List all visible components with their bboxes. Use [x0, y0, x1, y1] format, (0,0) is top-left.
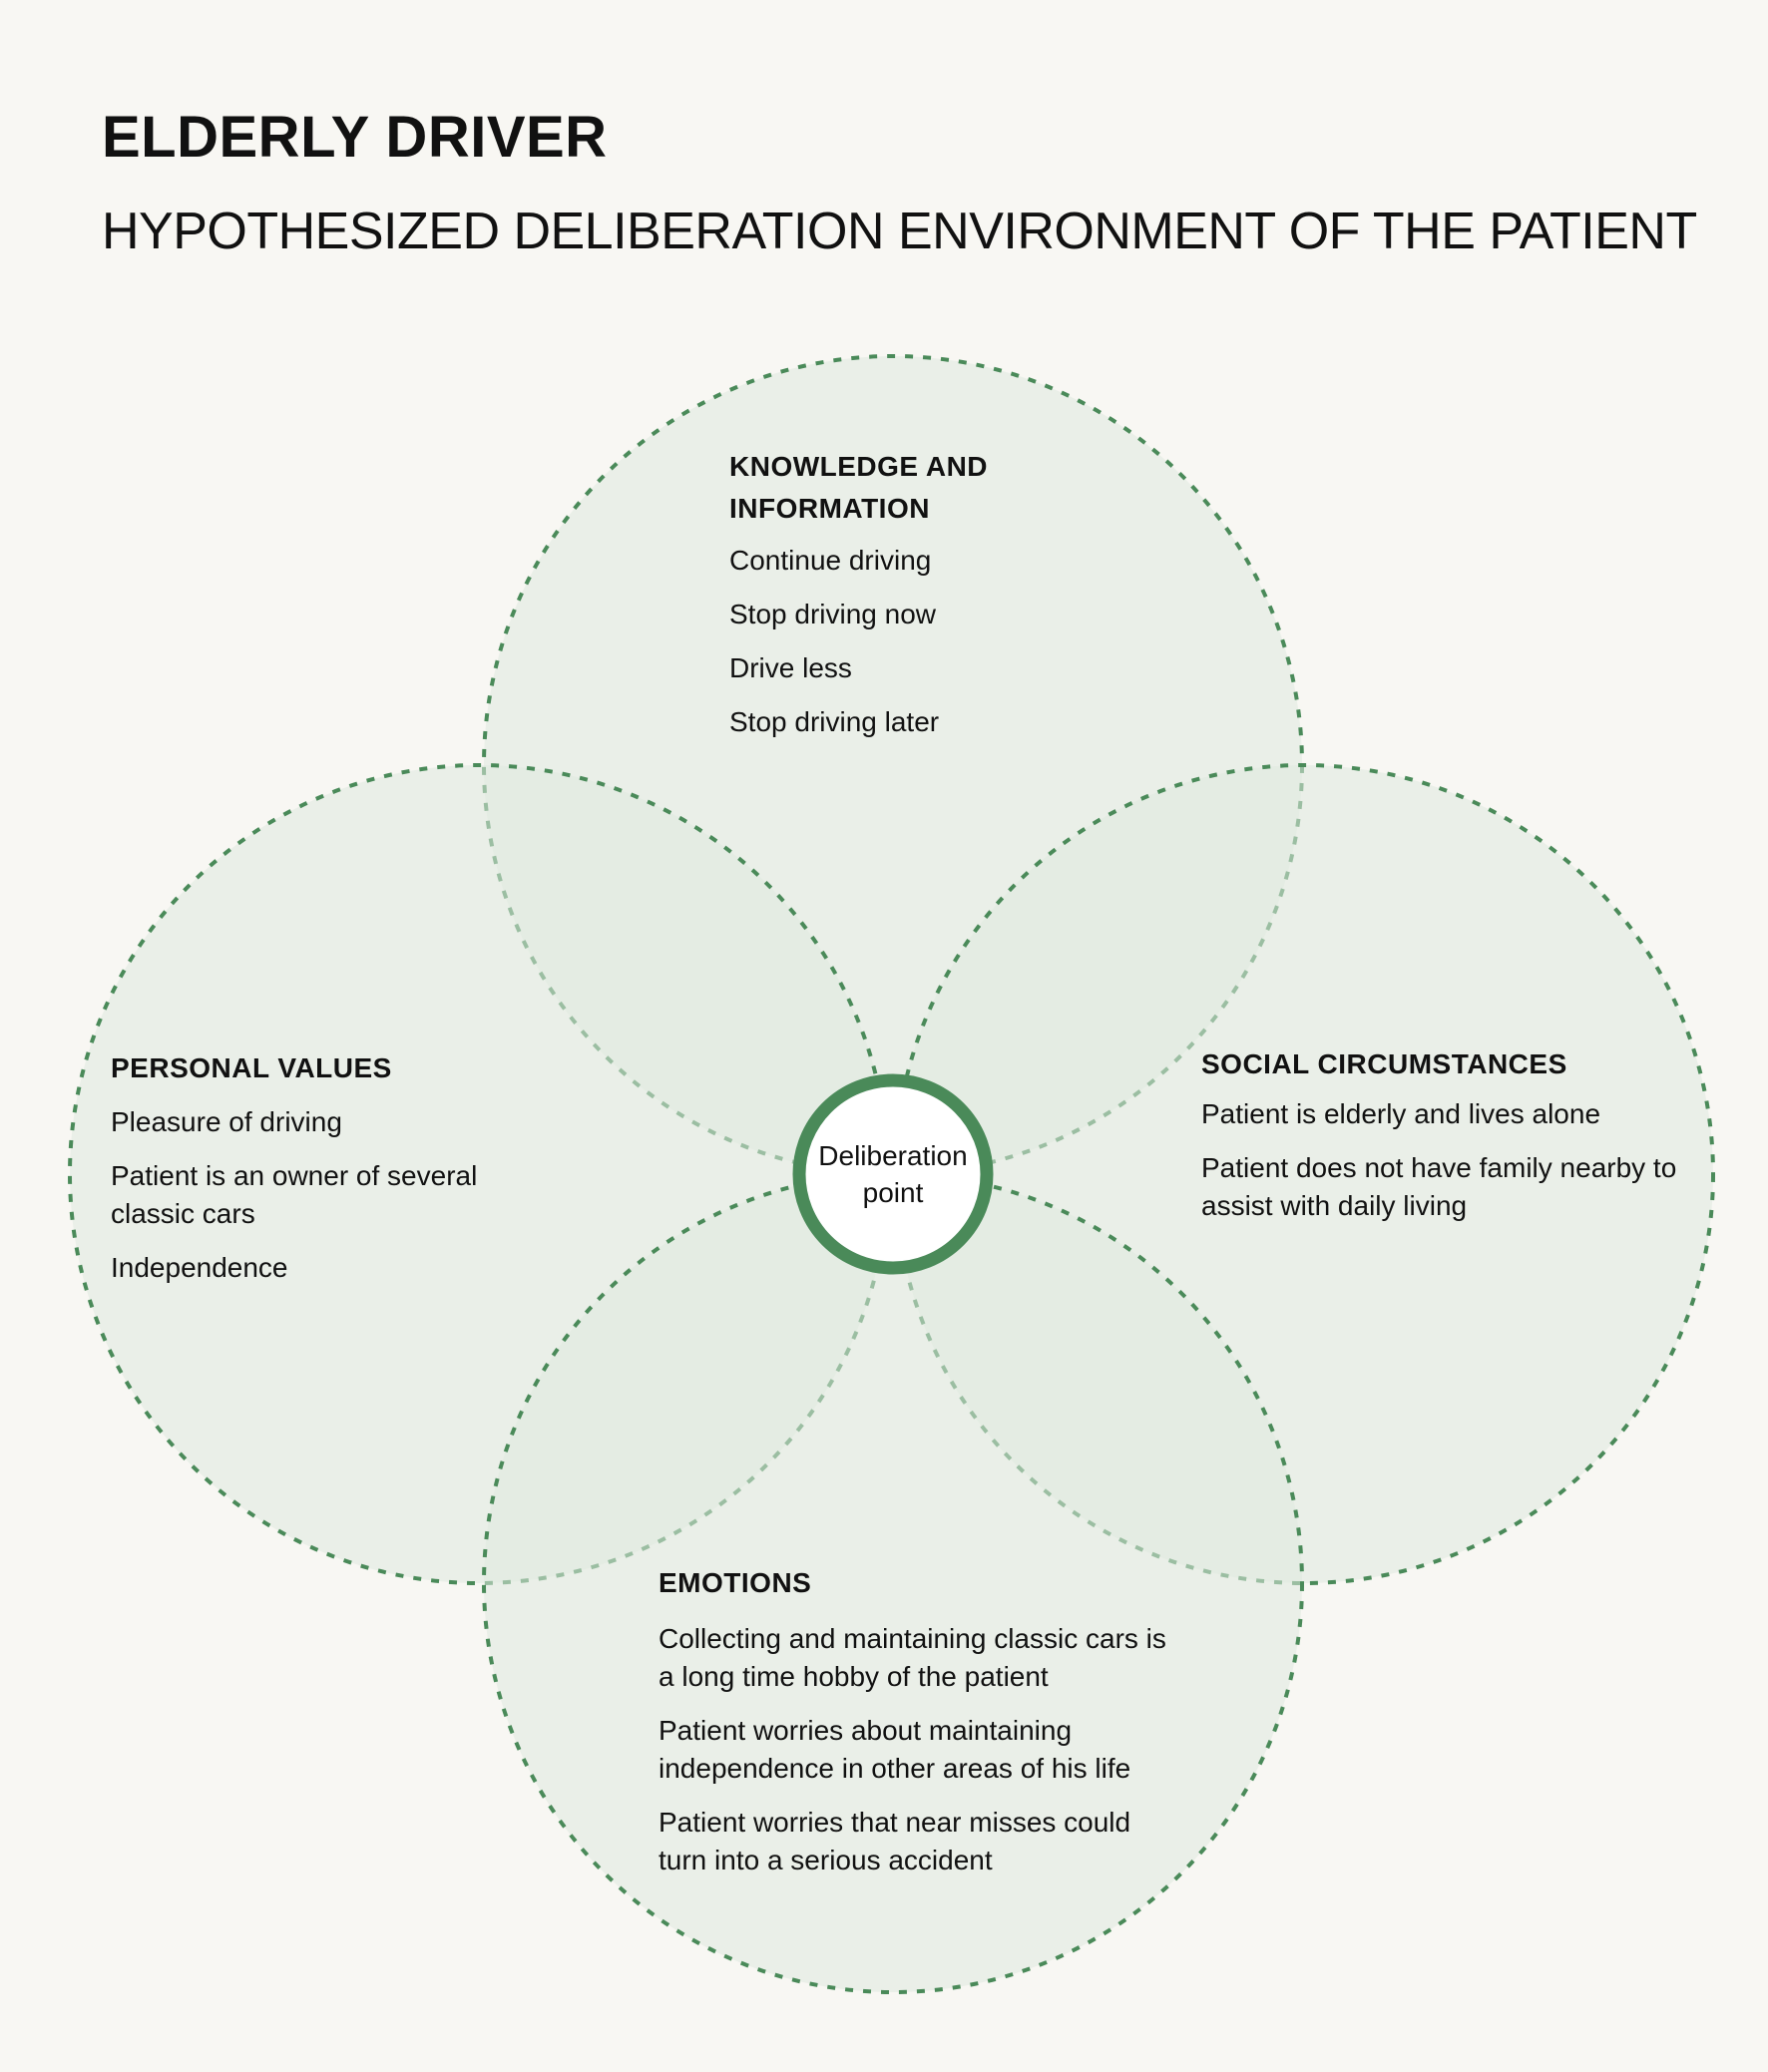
knowledge-item: Drive less [729, 652, 852, 683]
knowledge-item: Stop driving now [729, 599, 937, 629]
knowledge-item: Stop driving later [729, 706, 940, 737]
personal-values-item: Independence [111, 1252, 288, 1283]
personal-values-item: Patient is an owner of several classic c… [111, 1160, 478, 1229]
emotions-block: EMOTIONS Collecting and maintaining clas… [659, 1562, 1177, 1895]
emotions-heading: EMOTIONS [659, 1567, 812, 1598]
emotions-item: Patient worries about maintaining indepe… [659, 1715, 1131, 1784]
page-subtitle: HYPOTHESIZED DELIBERATION ENVIRONMENT OF… [102, 203, 1697, 260]
personal-values-block: PERSONAL VALUES Pleasure of driving Pati… [111, 1047, 530, 1303]
personal-values-item: Pleasure of driving [111, 1106, 342, 1137]
knowledge-heading: KNOWLEDGE AND INFORMATION [729, 446, 1069, 530]
personal-values-heading: PERSONAL VALUES [111, 1052, 392, 1083]
deliberation-point-line2: point [862, 1177, 924, 1208]
deliberation-point-circle [792, 1073, 994, 1275]
knowledge-heading-line1: KNOWLEDGE AND [729, 451, 989, 482]
page-title: ELDERLY DRIVER [102, 105, 608, 170]
social-item: Patient is elderly and lives alone [1201, 1098, 1601, 1129]
knowledge-block: KNOWLEDGE AND INFORMATION Continue drivi… [729, 446, 1069, 757]
social-block: SOCIAL CIRCUMSTANCES Patient is elderly … [1201, 1043, 1700, 1241]
deliberation-point-line1: Deliberation [818, 1140, 968, 1171]
social-heading: SOCIAL CIRCUMSTANCES [1201, 1048, 1567, 1079]
emotions-item: Patient worries that near misses could t… [659, 1807, 1131, 1875]
knowledge-heading-line2: INFORMATION [729, 493, 930, 524]
emotions-item: Collecting and maintaining classic cars … [659, 1623, 1166, 1692]
circle-group [68, 354, 1715, 1994]
social-item: Patient does not have family nearby to a… [1201, 1152, 1677, 1221]
knowledge-item: Continue driving [729, 545, 932, 576]
deliberation-point-label: Deliberation point [803, 1137, 983, 1211]
